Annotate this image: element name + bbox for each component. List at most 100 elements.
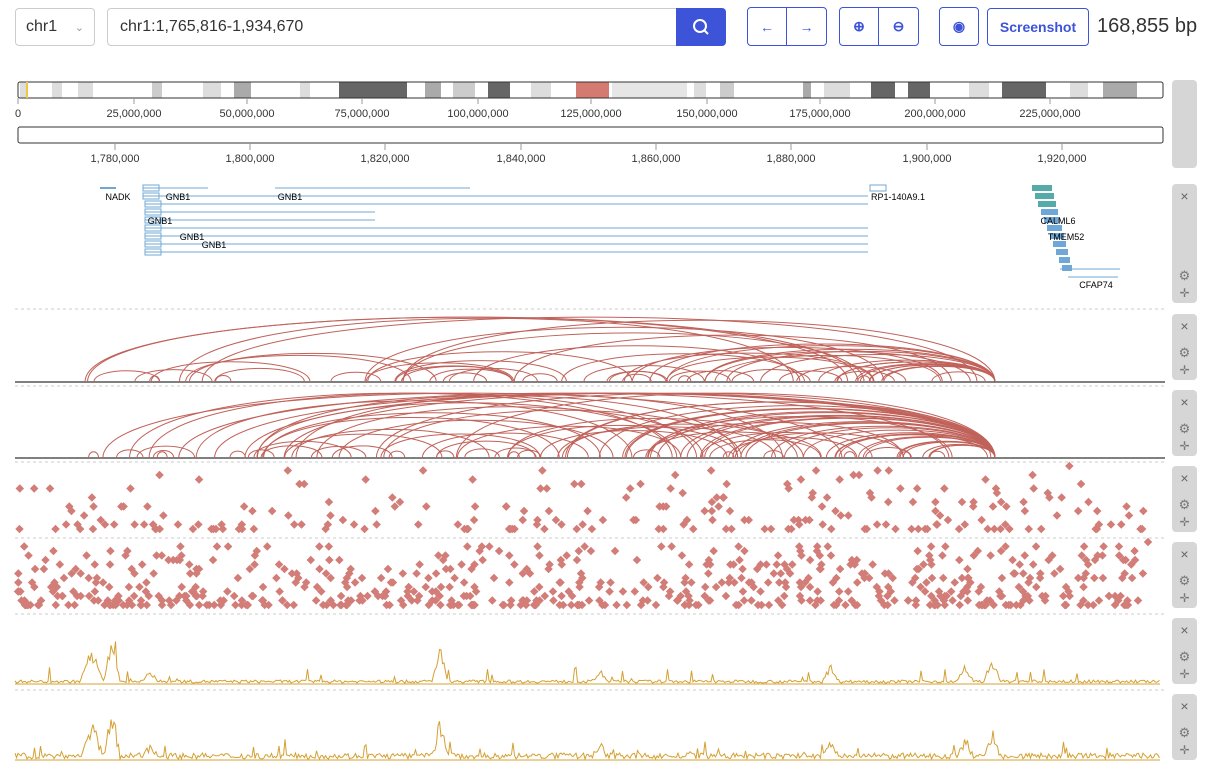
contact-cell — [573, 600, 583, 610]
gene-label: CFAP74 — [1079, 280, 1113, 290]
contact-cell — [1006, 600, 1016, 610]
interaction-arc — [87, 316, 849, 383]
contact-cell — [532, 596, 541, 605]
settings-icon: ⚙ — [1179, 649, 1191, 664]
contact-cell — [151, 524, 161, 534]
contact-cell — [223, 587, 232, 596]
interaction-arc — [214, 392, 996, 459]
contact-cell — [194, 564, 204, 574]
interaction-arc — [855, 363, 996, 383]
contact-cell — [89, 596, 99, 605]
contact-cell — [275, 587, 284, 596]
chromosome-select[interactable]: chr1 ⌄ — [15, 8, 95, 46]
contact-cell — [805, 555, 815, 565]
interaction-arc — [631, 346, 943, 383]
contact-cell — [985, 596, 995, 605]
contact-cell — [835, 475, 844, 484]
contact-cell — [1024, 524, 1033, 534]
interaction-arc — [686, 370, 755, 383]
contact-cell — [315, 542, 324, 551]
contact-cell — [780, 560, 789, 569]
contact-cell — [557, 520, 566, 529]
contact-cell — [260, 600, 269, 610]
contact-cell — [940, 600, 950, 610]
contact-cell — [980, 600, 989, 610]
contact-cell — [941, 542, 950, 551]
contact-cell — [431, 596, 440, 605]
contact-cell — [462, 524, 472, 534]
contact-cell — [926, 542, 936, 551]
contact-cell — [946, 587, 956, 596]
contact-cell — [61, 520, 71, 529]
contact-cell — [403, 587, 412, 596]
interaction-arc — [152, 450, 175, 459]
interaction-arc — [645, 431, 822, 459]
contact-cell — [540, 591, 550, 601]
interaction-arc — [253, 440, 352, 459]
contact-cell — [555, 600, 564, 610]
contact-cell — [684, 600, 694, 610]
search-button[interactable] — [676, 8, 726, 46]
contact-cell — [1083, 600, 1093, 610]
contact-cell — [1121, 555, 1130, 565]
contact-cell — [21, 600, 31, 610]
contact-cell — [90, 587, 100, 596]
contact-cell — [804, 573, 813, 583]
interaction-arc — [564, 401, 992, 459]
zoom-out-button[interactable]: ⊖ — [878, 7, 919, 46]
contact-cell — [644, 582, 653, 592]
contact-cell — [172, 555, 182, 565]
contact-cell — [445, 600, 455, 610]
contact-cell — [424, 573, 433, 583]
locus-input[interactable]: chr1:1,765,816-1,934,670 — [107, 8, 677, 46]
contact-cell — [121, 551, 130, 560]
exon — [144, 216, 162, 224]
contact-cell — [159, 511, 168, 520]
contact-cell — [540, 524, 549, 534]
interaction-arc — [262, 417, 560, 459]
interaction-arc — [922, 443, 996, 459]
screenshot-button[interactable]: Screenshot — [987, 8, 1089, 46]
contact-cell — [76, 569, 85, 578]
contact-cell — [808, 488, 817, 498]
contact-cell — [1090, 555, 1100, 565]
interaction-arc — [883, 365, 996, 383]
forward-button[interactable]: → — [786, 7, 827, 46]
contact-cell — [992, 488, 1002, 498]
visibility-button[interactable]: ◉ — [939, 7, 979, 46]
contact-cell — [612, 600, 621, 610]
contact-cell — [964, 573, 973, 583]
ideogram-tick-label: 25,000,000 — [106, 108, 161, 120]
contact-cell — [58, 591, 67, 601]
contact-cell — [605, 587, 614, 596]
contact-cell — [1028, 560, 1038, 569]
contact-cell — [342, 600, 352, 610]
contact-cell — [326, 596, 335, 605]
zoom-in-button[interactable]: ⊕ — [839, 7, 879, 46]
contact-cell — [631, 515, 641, 525]
contact-cell — [966, 578, 975, 587]
contact-cell — [70, 600, 79, 610]
contact-cell — [1120, 569, 1129, 578]
contact-cell — [968, 502, 978, 511]
contact-cell — [927, 591, 936, 601]
settings-icon: ⚙ — [1179, 573, 1191, 588]
contact-cell — [655, 502, 664, 511]
contact-cell — [545, 560, 554, 569]
interaction-arc — [623, 352, 875, 383]
contact-cell — [1016, 600, 1025, 610]
back-button[interactable]: ← — [747, 7, 787, 46]
contact-cell — [267, 506, 277, 516]
contact-cell — [329, 600, 338, 610]
interaction-arc — [136, 445, 196, 459]
contact-cell — [519, 506, 529, 516]
contact-cell — [52, 582, 62, 592]
contact-cell — [342, 582, 352, 592]
contact-cell — [194, 600, 204, 610]
contact-cell — [913, 546, 922, 556]
contact-cell — [704, 569, 713, 578]
interaction-arc — [796, 366, 907, 383]
contact-cell — [705, 560, 715, 569]
interaction-arc — [843, 451, 856, 459]
contact-cell — [555, 578, 564, 587]
